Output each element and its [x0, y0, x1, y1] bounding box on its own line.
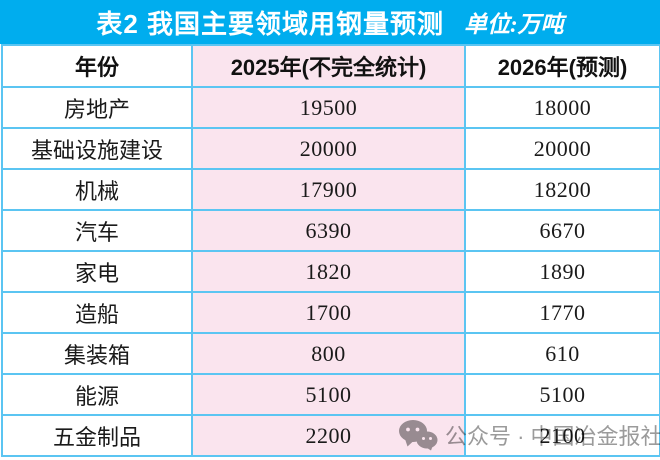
table-row: 能源 5100 5100	[1, 373, 660, 416]
row-label-cell: 汽车	[1, 209, 193, 252]
column-header-2025: 2025年(不完全统计)	[191, 44, 466, 88]
value-2025-cell: 1820	[191, 250, 466, 293]
table-row: 汽车 6390 6670	[1, 209, 660, 252]
table-row: 房地产 19500 18000	[1, 86, 660, 129]
value-2026-cell: 1890	[464, 250, 660, 293]
table-title-banner: 表2 我国主要领域用钢量预测 单位:万吨	[0, 0, 660, 44]
value-2026-cell: 18200	[464, 168, 660, 211]
value-2026-cell: 20000	[464, 127, 660, 170]
value-2026-cell: 6670	[464, 209, 660, 252]
row-label-cell: 能源	[1, 373, 193, 416]
row-label-cell: 基础设施建设	[1, 127, 193, 170]
row-label-cell: 机械	[1, 168, 193, 211]
table-title: 表2 我国主要领域用钢量预测	[96, 8, 444, 39]
value-2025-cell: 6390	[191, 209, 466, 252]
value-2025-cell: 2200	[191, 414, 466, 457]
value-2026-cell: 5100	[464, 373, 660, 416]
table-row: 家电 1820 1890	[1, 250, 660, 293]
unit-label: 单位:万吨	[464, 12, 564, 37]
table-row: 造船 1700 1770	[1, 291, 660, 334]
value-2025-cell: 20000	[191, 127, 466, 170]
row-label-cell: 家电	[1, 250, 193, 293]
row-label-cell: 五金制品	[1, 414, 193, 457]
table-row: 五金制品 2200 2100	[1, 414, 660, 457]
steel-forecast-table: 年份 2025年(不完全统计) 2026年(预测) 房地产 19500 1800…	[1, 44, 660, 457]
value-2026-cell: 1770	[464, 291, 660, 334]
row-label-cell: 造船	[1, 291, 193, 334]
value-2025-cell: 19500	[191, 86, 466, 129]
table-row: 集装箱 800 610	[1, 332, 660, 375]
column-header-year: 年份	[1, 44, 193, 88]
value-2026-cell: 18000	[464, 86, 660, 129]
value-2025-cell: 5100	[191, 373, 466, 416]
row-label-cell: 房地产	[1, 86, 193, 129]
table-row: 机械 17900 18200	[1, 168, 660, 211]
value-2025-cell: 17900	[191, 168, 466, 211]
value-2026-cell: 610	[464, 332, 660, 375]
table-row: 基础设施建设 20000 20000	[1, 127, 660, 170]
value-2025-cell: 1700	[191, 291, 466, 334]
column-header-2026: 2026年(预测)	[464, 44, 660, 88]
value-2026-cell: 2100	[464, 414, 660, 457]
row-label-cell: 集装箱	[1, 332, 193, 375]
value-2025-cell: 800	[191, 332, 466, 375]
header-row: 年份 2025年(不完全统计) 2026年(预测)	[1, 44, 660, 88]
